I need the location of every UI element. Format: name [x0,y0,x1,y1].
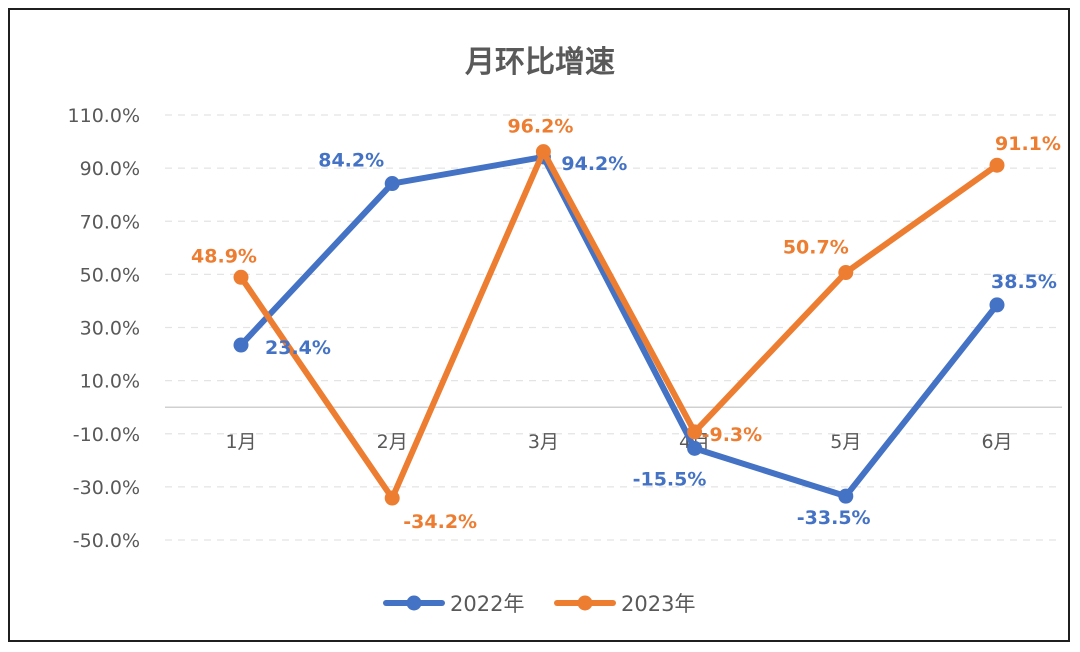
x-tick-label: 1月 [225,431,256,453]
data-point [838,488,854,504]
y-tick-label: 90.0% [80,158,140,180]
y-tick-label: -10.0% [73,424,140,446]
x-tick-label: 6月 [981,431,1012,453]
data-point [989,297,1005,313]
data-point [535,144,551,160]
series-lines [233,144,1005,506]
legend-swatch-marker [406,595,422,611]
data-label: 48.9% [191,245,257,267]
y-tick-label: 110.0% [68,105,140,127]
data-label: -9.3% [702,424,763,446]
data-label: -15.5% [633,468,707,490]
series-line-0 [238,153,1000,500]
data-point [384,176,400,192]
data-point [989,157,1005,173]
legend-label: 2022年 [450,592,524,616]
data-point [233,269,249,285]
data-point [687,424,703,440]
data-label: -34.2% [403,511,477,533]
data-label: -33.5% [797,507,871,529]
chart-frame [8,8,1070,642]
y-tick-label: -50.0% [73,530,140,552]
y-tick-label: -30.0% [73,477,140,499]
x-axis-ticks: 1月2月3月4月5月6月 [225,431,1012,453]
chart-title: 月环比增速 [465,45,615,80]
data-labels: 23.4% 84.2% 94.2% -15.5% -33.5% 38.5% 48.9% -34… [191,116,1061,533]
data-point [233,337,249,353]
data-label: 23.4% [265,337,331,359]
y-axis-ticks: 110.0% 90.0% 70.0% 50.0% 30.0% 10.0% -10.0% -30… [68,105,140,552]
data-label: 84.2% [318,150,384,172]
data-label: 91.1% [995,133,1061,155]
x-tick-label: 5月 [830,431,861,453]
legend-label: 2023年 [621,592,695,616]
data-point [384,490,400,506]
gridlines [165,114,1062,541]
x-tick-label: 3月 [528,431,559,453]
series-line-1 [238,148,1000,502]
data-point [838,265,854,281]
x-tick-label: 2月 [377,431,408,453]
data-point [687,440,703,456]
legend[interactable]: 2022年 2023年 [383,592,695,616]
y-tick-label: 50.0% [80,264,140,286]
data-label: 38.5% [991,271,1057,293]
data-label: 94.2% [561,153,627,175]
data-label: 50.7% [783,237,849,259]
legend-swatch-marker [577,595,593,611]
y-tick-label: 30.0% [80,318,140,340]
y-tick-label: 10.0% [80,371,140,393]
data-label: 96.2% [507,116,573,138]
y-tick-label: 70.0% [80,211,140,233]
